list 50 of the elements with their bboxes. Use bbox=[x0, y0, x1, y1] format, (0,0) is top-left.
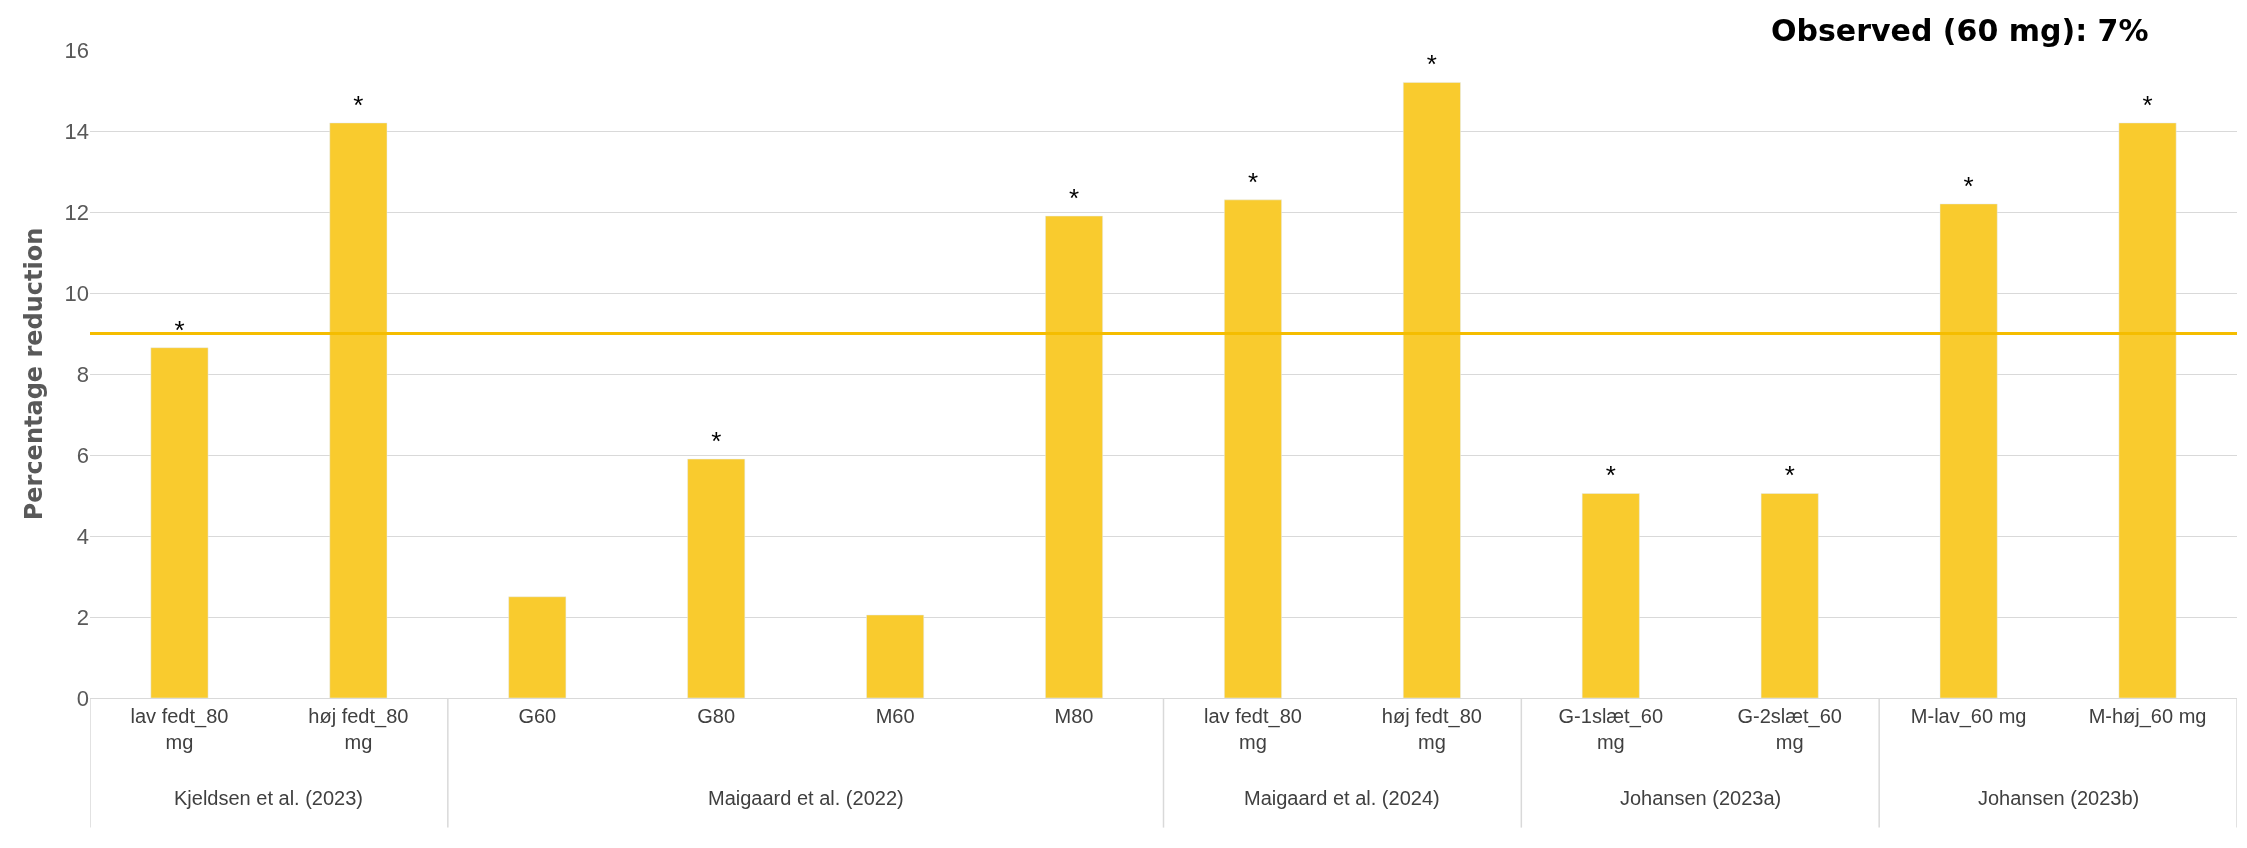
x-tick-label: M60 bbox=[875, 705, 915, 727]
bar bbox=[1224, 199, 1282, 698]
data-label: * bbox=[353, 89, 364, 120]
y-tick-label: 10 bbox=[64, 280, 89, 306]
bar bbox=[1045, 215, 1103, 698]
x-tick-label: høj fedt_80 mg bbox=[308, 705, 409, 753]
bar bbox=[687, 458, 746, 698]
data-label: * bbox=[2142, 89, 2153, 120]
x-tick-label: M-lav_60 mg bbox=[1910, 705, 2027, 728]
x-tick-label: G80 bbox=[697, 705, 736, 727]
x-tick-label: M80 bbox=[1054, 705, 1094, 727]
bar bbox=[866, 614, 924, 698]
bar bbox=[1939, 203, 1998, 698]
y-tick-label: 6 bbox=[76, 442, 89, 468]
y-tick-label: 4 bbox=[76, 523, 89, 549]
data-label: * bbox=[1605, 460, 1616, 491]
x-tick-label: G-2slæt_60 mg bbox=[1737, 705, 1842, 753]
x-tick-label: lav fedt_80 mg bbox=[1204, 705, 1302, 753]
data-label: * bbox=[1426, 49, 1437, 80]
x-tick-label: M-høj_60 mg bbox=[2088, 705, 2207, 728]
data-label: * bbox=[1247, 166, 1259, 197]
y-tick-label: 12 bbox=[64, 199, 89, 225]
data-label: * bbox=[1068, 183, 1080, 214]
text: Observed (60 mg): 7% bbox=[1771, 13, 2149, 48]
text: Maigaard et al. (2024) bbox=[1244, 787, 1440, 809]
bar bbox=[1403, 82, 1461, 698]
bar bbox=[329, 122, 388, 698]
bar bbox=[508, 596, 567, 698]
x-tick-label: lav fedt_80 mg bbox=[130, 705, 229, 753]
y-tick-label: 16 bbox=[64, 37, 89, 63]
x-tick-label: G-1slæt_60 mg bbox=[1558, 705, 1664, 753]
y-tick-label: 8 bbox=[76, 361, 89, 387]
text: Kjeldsen et al. (2023) bbox=[174, 787, 364, 809]
bar bbox=[150, 347, 209, 698]
data-label: * bbox=[1784, 460, 1795, 491]
text: Johansen (2023a) bbox=[1620, 787, 1782, 809]
x-tick-label: høj fedt_80 mg bbox=[1381, 705, 1482, 753]
data-label: * bbox=[174, 314, 185, 345]
y-axis-title: Percentage reduction bbox=[19, 227, 48, 521]
data-label: * bbox=[711, 426, 722, 457]
x-tick-label: G60 bbox=[518, 705, 557, 727]
y-tick-label: 0 bbox=[76, 685, 89, 711]
text: Johansen (2023b) bbox=[1978, 787, 2140, 809]
y-tick-label: 2 bbox=[76, 604, 89, 630]
bar bbox=[1760, 493, 1819, 698]
data-label: * bbox=[1963, 170, 1974, 201]
text: Maigaard et al. (2022) bbox=[708, 787, 904, 809]
bar bbox=[2118, 122, 2177, 698]
bar bbox=[1581, 493, 1640, 698]
y-tick-label: 14 bbox=[64, 118, 89, 144]
